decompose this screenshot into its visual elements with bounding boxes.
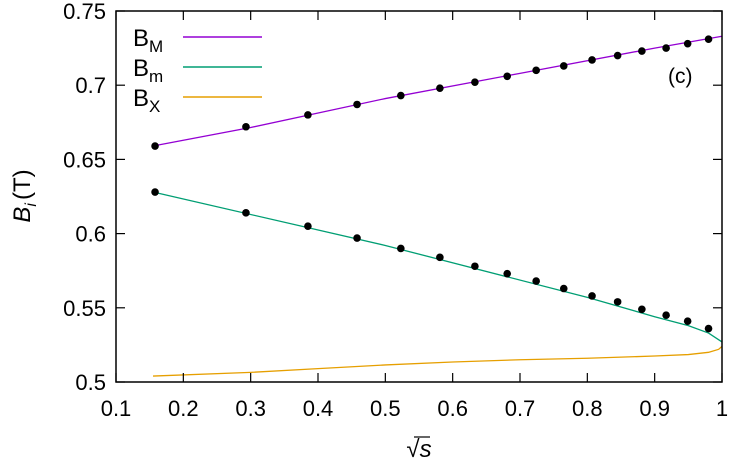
y-label-sub: i bbox=[23, 203, 40, 207]
x-tick-label: 0.4 bbox=[303, 396, 334, 421]
data-point-0-13 bbox=[662, 44, 670, 52]
data-point-0-9 bbox=[559, 62, 568, 70]
x-tick-label: 1 bbox=[716, 396, 728, 421]
data-point-1-13 bbox=[662, 311, 670, 320]
data-point-0-7 bbox=[503, 72, 512, 81]
x-axis-label: √s bbox=[406, 436, 431, 463]
x-tick-label: 0.7 bbox=[505, 396, 536, 421]
data-point-1-4 bbox=[397, 244, 405, 253]
x-tick-label: 0.8 bbox=[572, 396, 603, 421]
data-point-0-12 bbox=[638, 47, 646, 55]
y-label-unit: (T) bbox=[9, 169, 36, 200]
data-point-1-3 bbox=[353, 234, 361, 242]
data-point-0-4 bbox=[397, 91, 405, 100]
legend-label: Bm bbox=[133, 55, 163, 86]
legend-item-0: BM bbox=[133, 25, 262, 56]
ticks-layer: 0.1 0.2 0.3 0.4 0.5 0.6 0.7 0.8 0.9 1 0.5 0.55 0.6 0.… bbox=[63, 0, 728, 421]
annotation-label: (c) bbox=[668, 65, 693, 88]
legend-label: BM bbox=[133, 25, 163, 56]
data-point-1-1 bbox=[242, 209, 250, 217]
data-point-0-6 bbox=[471, 78, 479, 87]
points-layer bbox=[151, 35, 713, 333]
data-point-1-9 bbox=[559, 284, 568, 293]
series-line-b-x-2 bbox=[153, 345, 723, 377]
x-tick-label: 0.5 bbox=[370, 396, 401, 421]
data-point-1-6 bbox=[471, 262, 479, 271]
legend-label: BX bbox=[133, 85, 160, 116]
legend-item-2: BX bbox=[133, 85, 262, 116]
data-point-0-15 bbox=[704, 35, 713, 43]
data-point-1-11 bbox=[613, 298, 622, 306]
data-point-0-14 bbox=[683, 39, 692, 48]
plot-frame bbox=[115, 10, 723, 383]
x-tick-label: 0.2 bbox=[168, 396, 199, 421]
y-tick-label: 0.5 bbox=[75, 370, 106, 395]
y-tick-label: 0.75 bbox=[63, 0, 106, 24]
data-point-1-5 bbox=[436, 253, 444, 262]
data-point-0-3 bbox=[353, 100, 361, 109]
data-point-1-7 bbox=[503, 269, 512, 278]
data-point-0-8 bbox=[532, 66, 540, 75]
data-point-1-0 bbox=[151, 188, 159, 196]
y-tick-label: 0.65 bbox=[63, 147, 106, 172]
y-tick-label: 0.7 bbox=[75, 73, 106, 98]
y-axis-label: Bi (T) bbox=[9, 169, 40, 222]
data-point-0-11 bbox=[613, 51, 622, 60]
x-tick-label: 0.3 bbox=[235, 396, 266, 421]
y-tick-label: 0.6 bbox=[75, 222, 106, 247]
data-point-0-1 bbox=[242, 122, 250, 131]
y-tick-label: 0.55 bbox=[63, 296, 106, 321]
y-label-main: B bbox=[9, 207, 36, 223]
data-point-1-12 bbox=[638, 305, 646, 314]
data-point-1-15 bbox=[704, 324, 713, 333]
data-point-1-2 bbox=[304, 222, 312, 230]
data-point-1-8 bbox=[532, 277, 540, 285]
legend-item-1: Bm bbox=[133, 55, 262, 86]
data-point-0-0 bbox=[151, 142, 159, 150]
x-tick-label: 0.9 bbox=[639, 396, 670, 421]
data-point-0-5 bbox=[436, 84, 444, 92]
x-tick-label: 0.1 bbox=[101, 396, 132, 421]
data-point-1-14 bbox=[683, 317, 692, 325]
data-point-0-10 bbox=[588, 56, 596, 64]
data-point-0-2 bbox=[304, 111, 312, 119]
x-tick-label: 0.6 bbox=[437, 396, 468, 421]
data-point-1-10 bbox=[588, 292, 596, 300]
series-line-b-m-1 bbox=[152, 191, 723, 343]
